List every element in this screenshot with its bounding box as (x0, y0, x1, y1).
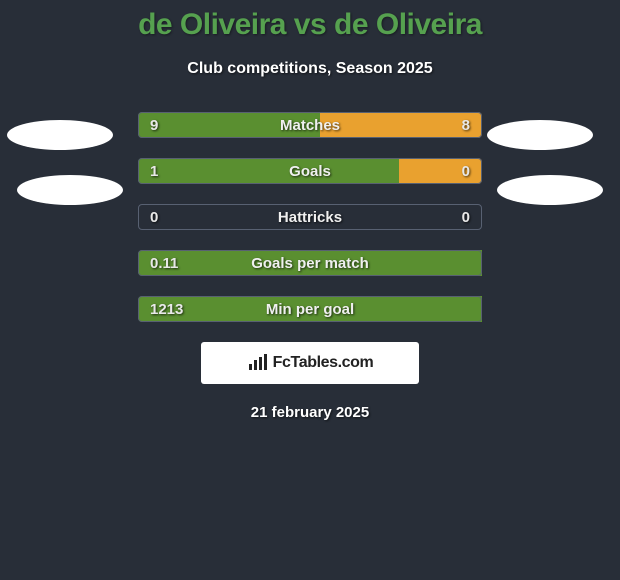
date-text: 21 february 2025 (0, 404, 620, 421)
brand-badge[interactable]: FcTables.com (201, 342, 419, 384)
stat-row: 0.11Goals per match (138, 250, 482, 276)
metric-label: Min per goal (138, 296, 482, 322)
metric-label: Goals per match (138, 250, 482, 276)
stat-row: 10Goals (138, 158, 482, 184)
player-placeholder-oval (497, 175, 603, 205)
bar-chart-icon (247, 354, 269, 372)
brand-text: FcTables.com (273, 354, 374, 372)
player-placeholder-oval (17, 175, 123, 205)
page-subtitle: Club competitions, Season 2025 (0, 60, 620, 78)
page-title: de Oliveira vs de Oliveira (0, 0, 620, 42)
stat-row: 00Hattricks (138, 204, 482, 230)
player-placeholder-oval (487, 120, 593, 150)
metric-label: Hattricks (138, 204, 482, 230)
metric-label: Goals (138, 158, 482, 184)
stat-row: 98Matches (138, 112, 482, 138)
player-placeholder-oval (7, 120, 113, 150)
stat-row: 1213Min per goal (138, 296, 482, 322)
metric-label: Matches (138, 112, 482, 138)
